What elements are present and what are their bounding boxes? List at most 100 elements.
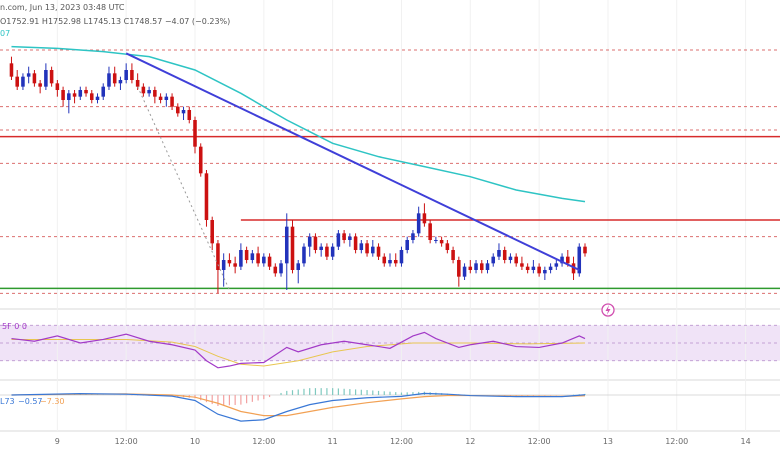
candle-100 xyxy=(583,243,587,257)
candle-52 xyxy=(307,233,312,257)
macd-legend-a: L73 xyxy=(0,397,15,406)
chart-source-text: n.com, Jun 13, 2023 03:48 UTC xyxy=(0,3,125,12)
candle-body-37 xyxy=(221,260,226,270)
candle-53 xyxy=(313,233,318,254)
x-tick-label-9: 12:00 xyxy=(665,437,688,446)
candle-body-39 xyxy=(233,263,237,267)
candle-81 xyxy=(474,260,478,274)
candle-body-24 xyxy=(147,90,151,94)
candle-29 xyxy=(176,103,180,117)
candle-body-31 xyxy=(187,110,192,120)
candle-body-41 xyxy=(244,250,249,260)
candle-39 xyxy=(233,256,237,274)
candle-body-5 xyxy=(38,83,42,87)
candle-55 xyxy=(325,243,329,260)
candle-71 xyxy=(416,206,421,237)
candle-74 xyxy=(434,236,438,244)
candle-21 xyxy=(130,63,134,84)
candle-body-78 xyxy=(457,260,461,277)
candle-body-83 xyxy=(485,263,490,270)
candle-4 xyxy=(32,70,37,87)
candle-body-52 xyxy=(307,236,312,247)
candle-40 xyxy=(239,243,243,270)
candle-27 xyxy=(164,93,169,107)
candle-body-50 xyxy=(296,263,301,270)
candle-79 xyxy=(462,263,467,280)
candle-body-88 xyxy=(514,256,518,264)
candle-body-16 xyxy=(101,86,106,97)
macd-pane xyxy=(0,388,780,422)
lightning-icon[interactable] xyxy=(601,303,615,317)
candle-3 xyxy=(26,66,31,84)
candle-body-2 xyxy=(21,76,25,87)
candle-85 xyxy=(497,243,501,260)
candle-body-7 xyxy=(49,70,54,84)
candle-83 xyxy=(485,260,490,274)
candle-body-30 xyxy=(181,110,186,114)
candle-18 xyxy=(112,66,117,87)
candle-body-91 xyxy=(531,266,536,270)
candle-body-58 xyxy=(342,233,346,240)
drop-projection-line xyxy=(137,86,230,291)
candle-38 xyxy=(227,253,232,267)
candle-body-55 xyxy=(325,246,329,257)
candle-70 xyxy=(411,230,415,244)
candle-61 xyxy=(359,240,364,254)
candle-body-62 xyxy=(365,243,369,254)
candle-body-13 xyxy=(84,90,88,94)
candle-body-1 xyxy=(15,76,19,87)
candle-46 xyxy=(273,263,278,277)
candle-95 xyxy=(554,260,559,270)
candle-body-42 xyxy=(250,253,255,260)
candle-60 xyxy=(353,233,358,254)
candle-body-100 xyxy=(583,246,587,254)
candle-body-14 xyxy=(89,93,94,100)
candle-26 xyxy=(158,93,163,104)
candle-body-61 xyxy=(359,243,364,250)
candle-body-60 xyxy=(353,236,358,250)
candle-36 xyxy=(216,240,220,294)
candle-body-63 xyxy=(371,246,375,254)
x-tick-label-3: 12:00 xyxy=(252,437,275,446)
candle-78 xyxy=(457,256,461,287)
candle-body-89 xyxy=(520,263,524,267)
candle-body-95 xyxy=(554,263,559,267)
candle-82 xyxy=(479,260,484,274)
candle-6 xyxy=(44,63,48,90)
macd-legend-b: −0.57 xyxy=(18,397,43,406)
candle-65 xyxy=(382,253,387,267)
candle-93 xyxy=(543,266,547,280)
rsi-signal-line xyxy=(11,338,586,367)
candle-body-70 xyxy=(411,233,415,240)
candle-body-64 xyxy=(376,246,381,257)
moving-average-line xyxy=(11,45,586,203)
candle-25 xyxy=(153,86,157,104)
candle-body-76 xyxy=(445,243,450,250)
horizontal-levels xyxy=(0,49,780,294)
x-tick-label-1: 12:00 xyxy=(115,437,138,446)
candle-body-10 xyxy=(67,93,71,100)
x-tick-label-5: 12:00 xyxy=(390,437,413,446)
candle-body-27 xyxy=(164,96,169,100)
candle-body-99 xyxy=(577,246,582,274)
candle-body-32 xyxy=(193,120,197,147)
candle-86 xyxy=(502,246,507,264)
candle-body-51 xyxy=(302,246,306,264)
candle-body-0 xyxy=(9,63,14,77)
candle-67 xyxy=(393,253,398,267)
candle-body-47 xyxy=(279,263,283,274)
candle-body-18 xyxy=(112,73,117,84)
candle-body-54 xyxy=(319,246,323,250)
x-tick-label-4: 11 xyxy=(328,437,338,446)
candle-body-81 xyxy=(474,263,478,270)
candle-body-68 xyxy=(399,250,404,264)
candle-body-56 xyxy=(330,246,335,257)
candle-body-46 xyxy=(273,266,278,274)
candle-16 xyxy=(101,83,106,100)
rsi-pane xyxy=(0,324,780,369)
candle-19 xyxy=(118,76,123,90)
candle-0 xyxy=(9,56,14,80)
macd-legend-c: −7.30 xyxy=(40,397,65,406)
candle-body-77 xyxy=(451,250,455,260)
